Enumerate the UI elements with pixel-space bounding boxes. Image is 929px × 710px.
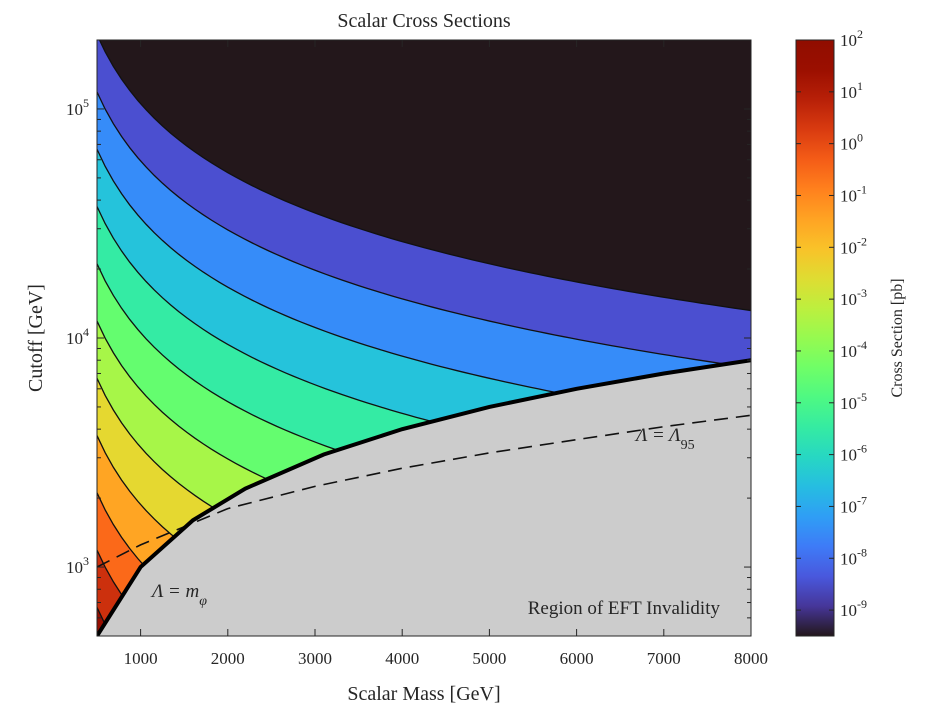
lambda-equals-m-line [97,358,751,636]
contour-line [98,40,751,312]
colorbar-tick-label: 10-6 [840,442,867,465]
x-axis: 1000 2000 3000 4000 5000 6000 7000 8000 [124,40,768,668]
colorbar-tick-label: 10-7 [840,493,867,516]
x-axis-title: Scalar Mass [GeV] [347,683,500,705]
colorbar-title: Cross Section [pb] [889,278,906,397]
x-tick-label: 3000 [298,649,332,668]
x-tick-label: 8000 [734,649,768,668]
lambda-equals-m-main: Λ = m [150,581,199,602]
colorbar-tick-label: 100 [840,131,863,154]
colorbar-tick-label: 10-8 [840,545,867,568]
lambda-95-main: Λ = Λ [634,425,681,446]
colorbar-frame [795,39,835,637]
x-tick-label: 5000 [472,649,506,668]
y-axis: 103 104 105 [66,39,751,637]
lambda-equals-m-sub: φ [199,594,207,609]
lambda-95-line [97,414,751,568]
chart-title: Scalar Cross Sections [337,10,511,32]
x-tick-label: 7000 [647,649,681,668]
x-tick-label: 1000 [124,649,158,668]
plot-area [97,40,751,636]
colorbar-tick-label: 101 [840,79,863,102]
x-tick-label: 6000 [560,649,594,668]
colorbar-tick-label: 10-4 [840,338,867,361]
lambda-95-label: Λ = Λ95 [634,425,695,453]
colorbar-tick-label: 10-3 [840,286,867,309]
y-tick-label: 104 [66,325,89,348]
x-tick-label: 4000 [385,649,419,668]
colorbar-gradient [796,40,834,636]
lambda-95-sub: 95 [681,438,695,453]
colorbar-tick-label: 10-2 [840,234,867,257]
colorbar-tick-label: 10-9 [840,597,867,620]
y-tick-label: 103 [66,554,89,577]
colorbar-tick-label: 10-5 [840,390,867,413]
x-tick-label: 2000 [211,649,245,668]
colorbar: 102 101 100 10-1 10-2 10-3 10-4 10-5 10-6 10-7 10-… [795,27,867,637]
colorbar-tick-label: 10-1 [840,182,867,205]
y-tick-label: 105 [66,96,89,119]
contour-band [99,40,751,311]
invalid-region-label: Region of EFT Invalidity [528,598,721,619]
lambda-equals-m-label: Λ = mφ [150,581,207,609]
colorbar-ticks: 102 101 100 10-1 10-2 10-3 10-4 10-5 10-6 10-7 10-… [796,27,867,620]
invalid-region [97,360,751,636]
y-axis-title: Cutoff [GeV] [25,284,47,392]
contour-line [97,91,751,369]
colorbar-tick-label: 102 [840,27,863,50]
